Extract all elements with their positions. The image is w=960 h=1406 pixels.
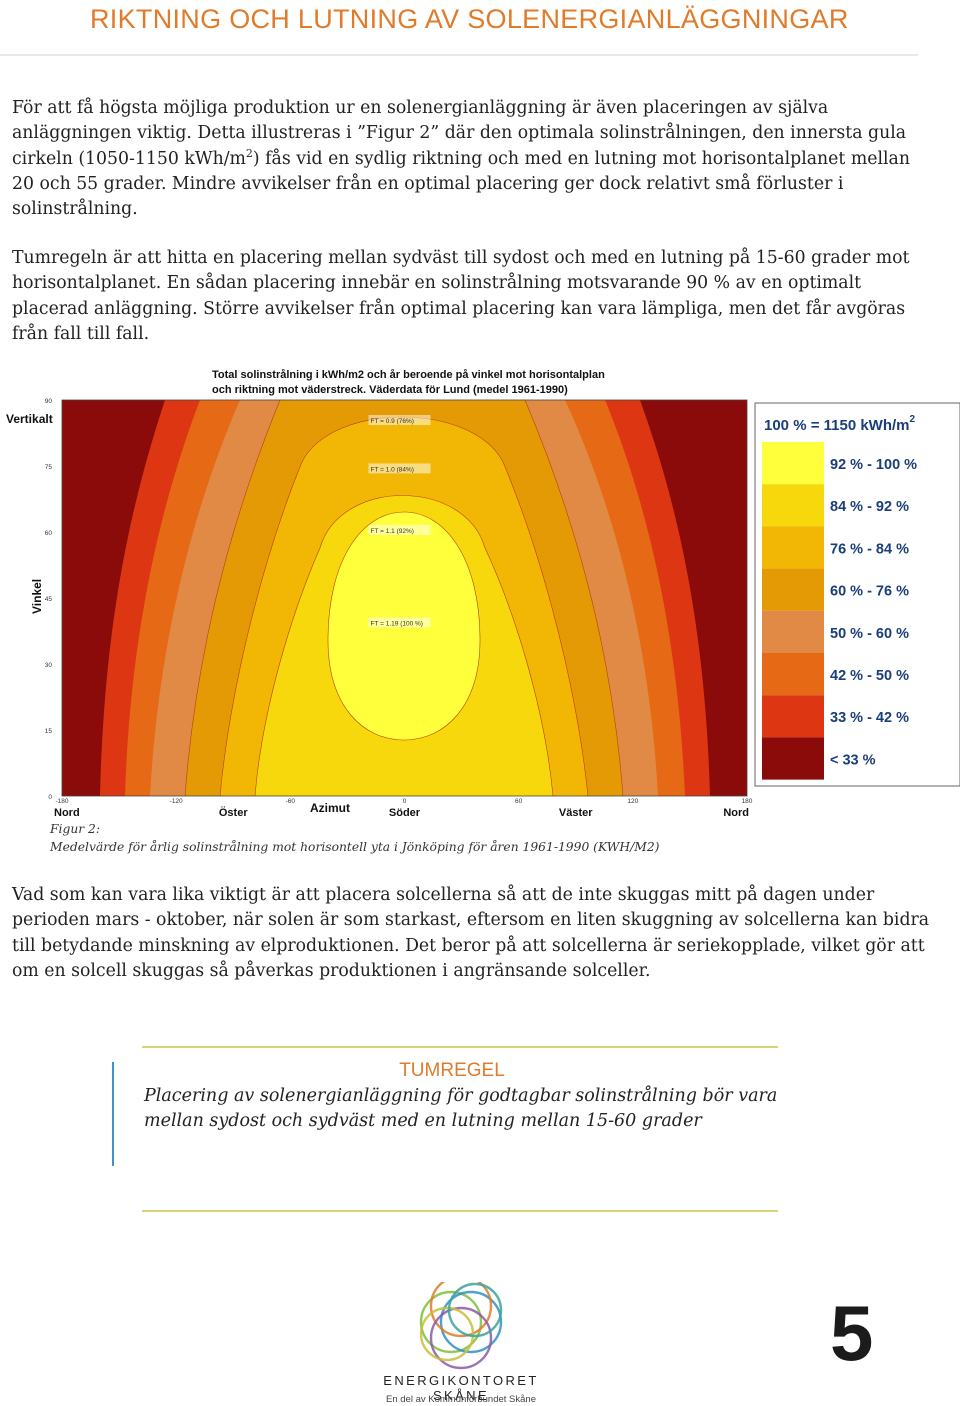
org-subtitle: En del av Kommunförbundet Skåne [386,1394,536,1405]
annotation-text: FT = 1.19 (100 %) [371,620,423,627]
org-name: ENERGIKONTORET SKÅNE [383,1373,539,1403]
irradiation-heatmap-figure: Total solinstrålning i kWh/m2 och år ber… [6,369,960,819]
legend-label: 84 % - 92 % [830,499,909,515]
legend-swatch [762,484,824,527]
direction-label: Söder [389,807,421,819]
annotation-bg [368,617,431,628]
title-divider [0,54,918,56]
legend-item: 76 % - 84 % [762,526,909,569]
intro-paragraph: För att få högsta möjliga produktion ur … [12,96,932,222]
intro-text-b: ) fås vid en sydlig riktning och med en … [12,148,910,220]
logo-ring [419,1306,475,1362]
callout-bottom-rule [142,1210,778,1212]
legend-swatch [762,653,824,696]
direction-label: Öster [219,806,248,819]
direction-label: Nord [723,807,749,819]
legend-label: 33 % - 42 % [830,710,909,726]
shading-paragraph: Vad som kan vara lika viktigt är att pla… [12,885,930,981]
x-tick-label: 120 [627,798,638,805]
x-tick-label: 60 [515,798,523,805]
legend-item: < 33 % [762,737,876,780]
legend-label: 60 % - 76 % [830,584,909,600]
page-number: 5 [830,1289,874,1377]
callout-top-rule [142,1046,778,1048]
direction-label: Väster [559,807,593,819]
figure-caption: Figur 2: Medelvärde för årlig solinstrål… [50,820,659,856]
legend-swatch [762,568,824,611]
contour-annotation: FT = 1.1 (92%) [368,525,431,535]
legend-swatch [762,737,824,780]
caption-text: Medelvärde för årlig solinstrålning mot … [50,840,660,854]
legend-item: 60 % - 76 % [762,568,909,611]
legend-label: 76 % - 84 % [830,541,909,557]
x-tick-label: -60 [286,798,296,805]
legend-label: < 33 % [830,752,876,768]
legend: 100 % = 1150 kWh/m2 92 % - 100 % 84 % - 9… [754,402,960,787]
legend-label: 42 % - 50 % [830,668,909,684]
legend-item: 50 % - 60 % [762,610,909,653]
intro-text-a: För att få högsta möjliga produktion ur … [12,98,907,169]
logo-ring [429,1282,493,1338]
legend-label: 50 % - 60 % [830,626,909,642]
rule-of-thumb-paragraph: Tumregeln är att hitta en placering mell… [12,248,910,344]
annotation-text: FT = 1.0 (84%) [371,466,414,473]
y-tick-label: 30 [45,662,53,669]
annotation-bg [368,415,431,425]
annotation-bg [368,463,431,474]
x-tick-label: -180 [55,798,68,805]
chart-title-line-1: Total solinstrålning i kWh/m2 och år ber… [212,369,605,381]
x-tick-label: -120 [170,798,183,805]
x-axis-label: Azimut [310,801,350,815]
legend-header: 100 % = 1150 kWh/m2 [764,414,916,434]
energikontoret-logo-icon [419,1282,503,1370]
legend-item: 84 % - 92 % [762,484,909,527]
unit-superscript: 2 [245,146,253,160]
contour-bands [100,400,710,796]
legend-swatch [762,442,824,485]
callout-heading: TUMREGEL [399,1060,505,1081]
annotation-layer: FT = 0.9 (76%) FT = 1.0 (84%) FT = 1.1 (92… [368,415,431,628]
legend-item: 33 % - 42 % [762,695,909,738]
legend-item: 92 % - 100 % [762,442,917,485]
logo-ring [419,1290,483,1354]
contour-annotation: FT = 1.19 (100 %) [368,617,431,628]
logo-ring [429,1306,493,1370]
legend-label: 92 % - 100 % [830,457,917,473]
legend-swatch [762,526,824,569]
callout-body: Placering av solenergianläggning för god… [144,1086,778,1131]
legend-item: 42 % - 50 % [762,653,909,696]
y-tick-label: 90 [45,398,53,405]
legend-items: 92 % - 100 % 84 % - 92 % 76 % - 84 % 60 % -… [762,442,917,780]
y-tick-label: 45 [45,596,53,603]
logo-ring [447,1282,503,1338]
annotation-text: FT = 1.1 (92%) [371,528,414,535]
y-tick-label: 0 [48,794,52,801]
y-axis-ticks: 0 15 30 45 60 75 90 [45,398,53,801]
y-axis-label: Vinkel [30,579,44,614]
legend-header-sup: 2 [910,414,916,425]
annotation-bg [368,525,431,535]
legend-swatch [762,610,824,653]
direction-label: Nord [54,807,80,819]
x-axis-ticks: -180 -120 -60 0 60 120 180 [55,798,752,805]
caption-label: Figur 2: [50,822,101,836]
rule-of-thumb-callout: TUMREGEL Placering av solenergianläggnin… [112,1046,780,1214]
contour-annotation: FT = 0.9 (76%) [368,415,431,425]
y-tick-label: 15 [45,728,53,735]
page-title: RIKTNING OCH LUTNING AV SOLENERGIANLÄGGN… [90,4,849,34]
legend-header-text: 100 % = 1150 kWh/m [764,417,910,434]
x-tick-label: 180 [742,798,753,805]
x-tick-label: 0 [403,798,407,805]
y-top-label: Vertikalt [6,412,53,426]
contour-annotation: FT = 1.0 (84%) [368,463,431,474]
chart-title-line-2: och riktning mot väderstreck. Väderdata … [212,384,568,396]
y-tick-label: 60 [45,530,53,537]
direction-labels: Nord Öster Söder Väster Nord [54,806,749,819]
logo-ring [439,1290,503,1354]
callout-left-rule [112,1062,114,1166]
y-tick-label: 75 [45,464,53,471]
annotation-text: FT = 0.9 (76%) [371,418,414,425]
legend-swatch [762,695,824,738]
